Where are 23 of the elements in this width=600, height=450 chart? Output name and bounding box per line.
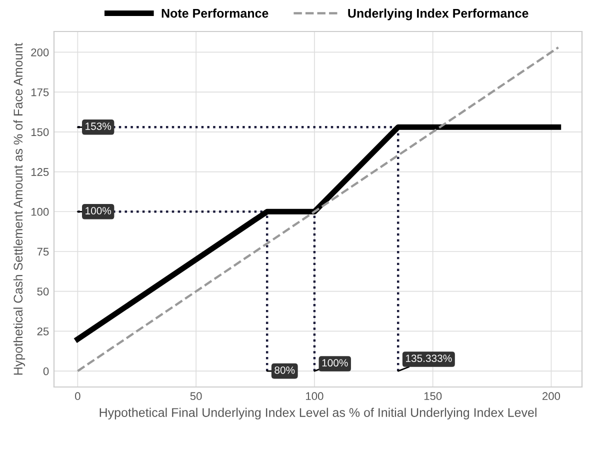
legend-label: Underlying Index Performance <box>348 8 528 20</box>
x-tick-label: 100 <box>306 392 324 400</box>
x-tick-label: 200 <box>542 392 560 400</box>
legend-label: Note Performance <box>162 8 268 18</box>
annotation: 80% <box>274 366 295 374</box>
y-axis-title: Hypothetical Cash Settlement Amount as % of Face Amount <box>13 42 26 375</box>
y-tick-label: 75 <box>37 248 49 256</box>
y-tick-label: 50 <box>37 288 49 296</box>
y-tick-label: 150 <box>31 128 49 136</box>
x-tick-label: 150 <box>424 392 442 400</box>
y-tick-label: 0 <box>43 367 49 376</box>
y-tick-label: 125 <box>31 168 49 176</box>
x-tick-label: 0 <box>75 392 80 400</box>
x-tick-label: 50 <box>190 392 202 400</box>
annotation: 135.333% <box>406 354 452 362</box>
annotation: 100% <box>322 359 348 367</box>
y-tick-label: 25 <box>37 327 49 336</box>
y-tick-label: 175 <box>31 88 49 96</box>
annotation: 153% <box>86 122 112 130</box>
y-tick-label: 100 <box>31 208 49 216</box>
x-axis-title: Hypothetical Final Underlying Index Level as % of Initial Underlying Index Level <box>100 408 536 420</box>
y-tick-label: 200 <box>31 48 49 56</box>
annotation: 100% <box>86 207 112 214</box>
